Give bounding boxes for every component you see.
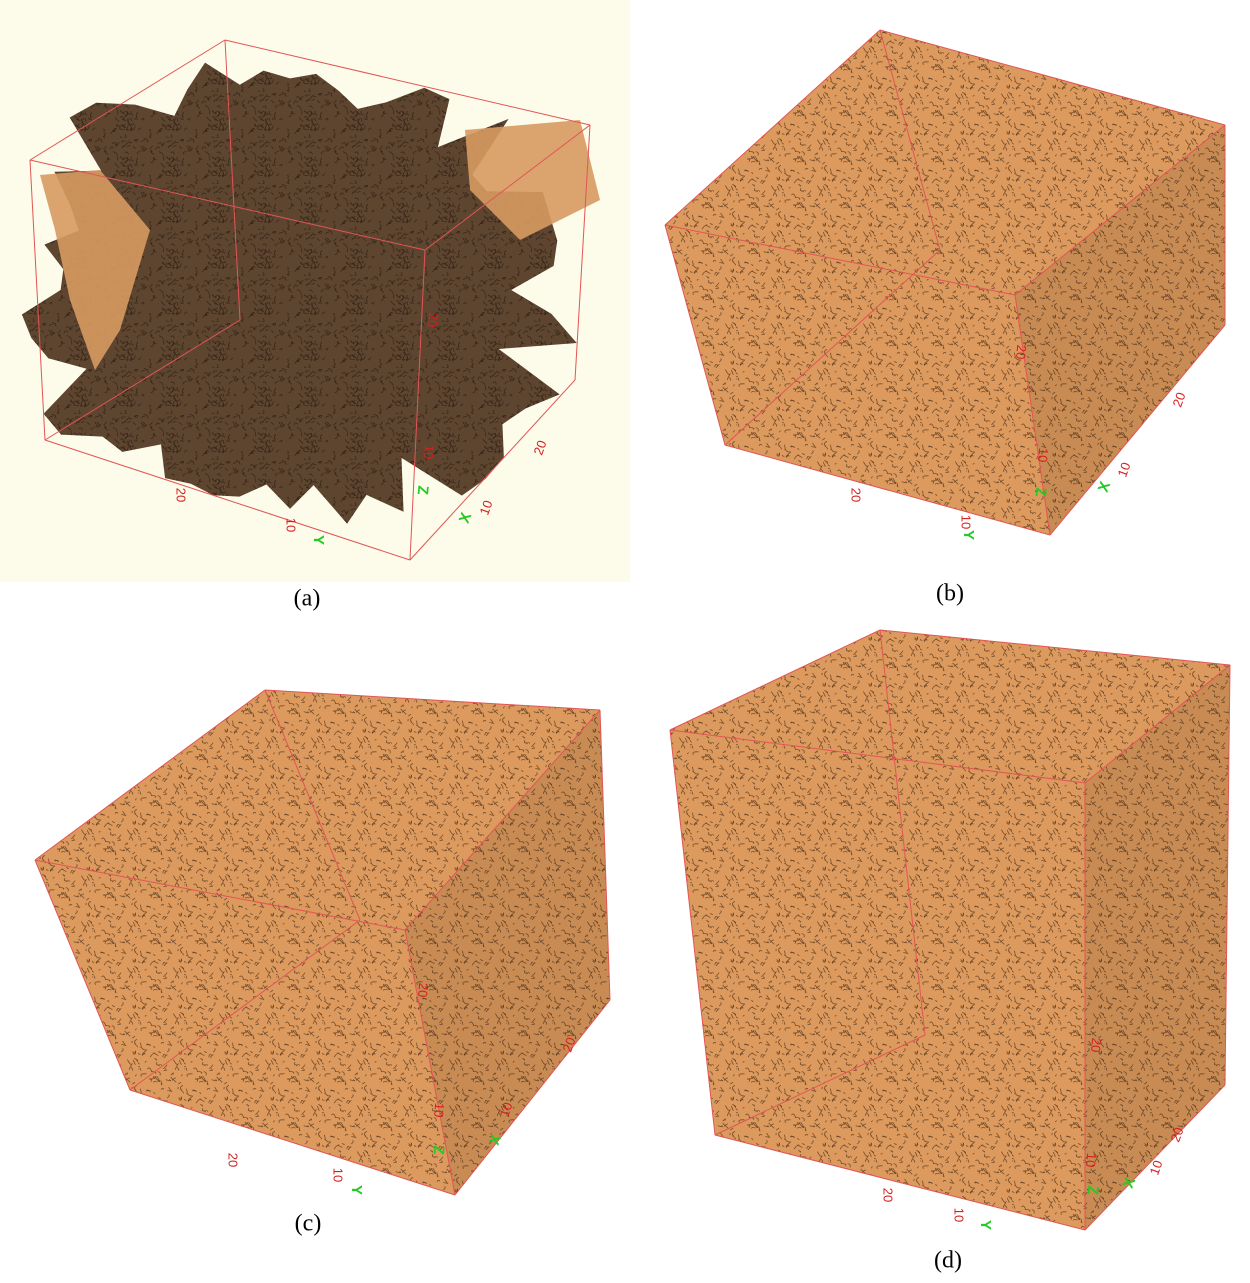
axis-label: Y xyxy=(960,530,977,540)
axis-label: X xyxy=(1095,479,1114,494)
tick-label: 10 xyxy=(959,515,974,529)
panel-caption: (c) xyxy=(295,1211,322,1237)
tick-label: 20 xyxy=(849,488,864,502)
tick-label: 20 xyxy=(881,1188,896,1202)
tick-label: 10 xyxy=(331,1168,346,1182)
tick-label: 10 xyxy=(1083,1152,1099,1168)
axis-label: Z xyxy=(414,485,432,496)
tick-label: 20 xyxy=(226,1153,241,1167)
tick-label: 10 xyxy=(1035,447,1051,463)
panel-caption: (b) xyxy=(936,581,964,607)
axis-label: Z xyxy=(430,1145,448,1156)
tick-label: 20 xyxy=(1169,390,1188,409)
tick-label: 20 xyxy=(1088,1037,1104,1053)
tick-label: 10 xyxy=(952,1208,967,1222)
tick-label: 20 xyxy=(425,312,441,328)
page: {"panels": [ {"caption": "(a)", "axes": … xyxy=(0,0,1250,1283)
tick-label: 10 xyxy=(1114,460,1133,479)
axis-label: Z xyxy=(1084,1185,1102,1196)
tick-label: 10 xyxy=(421,444,437,460)
front-face xyxy=(670,730,1085,1230)
axis-label: Z xyxy=(1032,487,1050,498)
tick-label: 10 xyxy=(284,518,299,532)
tick-label: 20 xyxy=(415,982,431,998)
tick-label: 20 xyxy=(1013,344,1029,360)
axis-label: Y xyxy=(977,1220,994,1230)
figure: 1020Y1020X1020Z(a)1020Y1020X1020Z(b)1020… xyxy=(0,0,1250,1283)
panel-caption: (a) xyxy=(294,586,321,612)
axis-label: Y xyxy=(348,1185,365,1195)
panel-caption: (d) xyxy=(934,1248,962,1274)
tick-label: 10 xyxy=(431,1102,447,1118)
axis-label: Y xyxy=(310,535,327,545)
tick-label: 20 xyxy=(174,488,189,502)
